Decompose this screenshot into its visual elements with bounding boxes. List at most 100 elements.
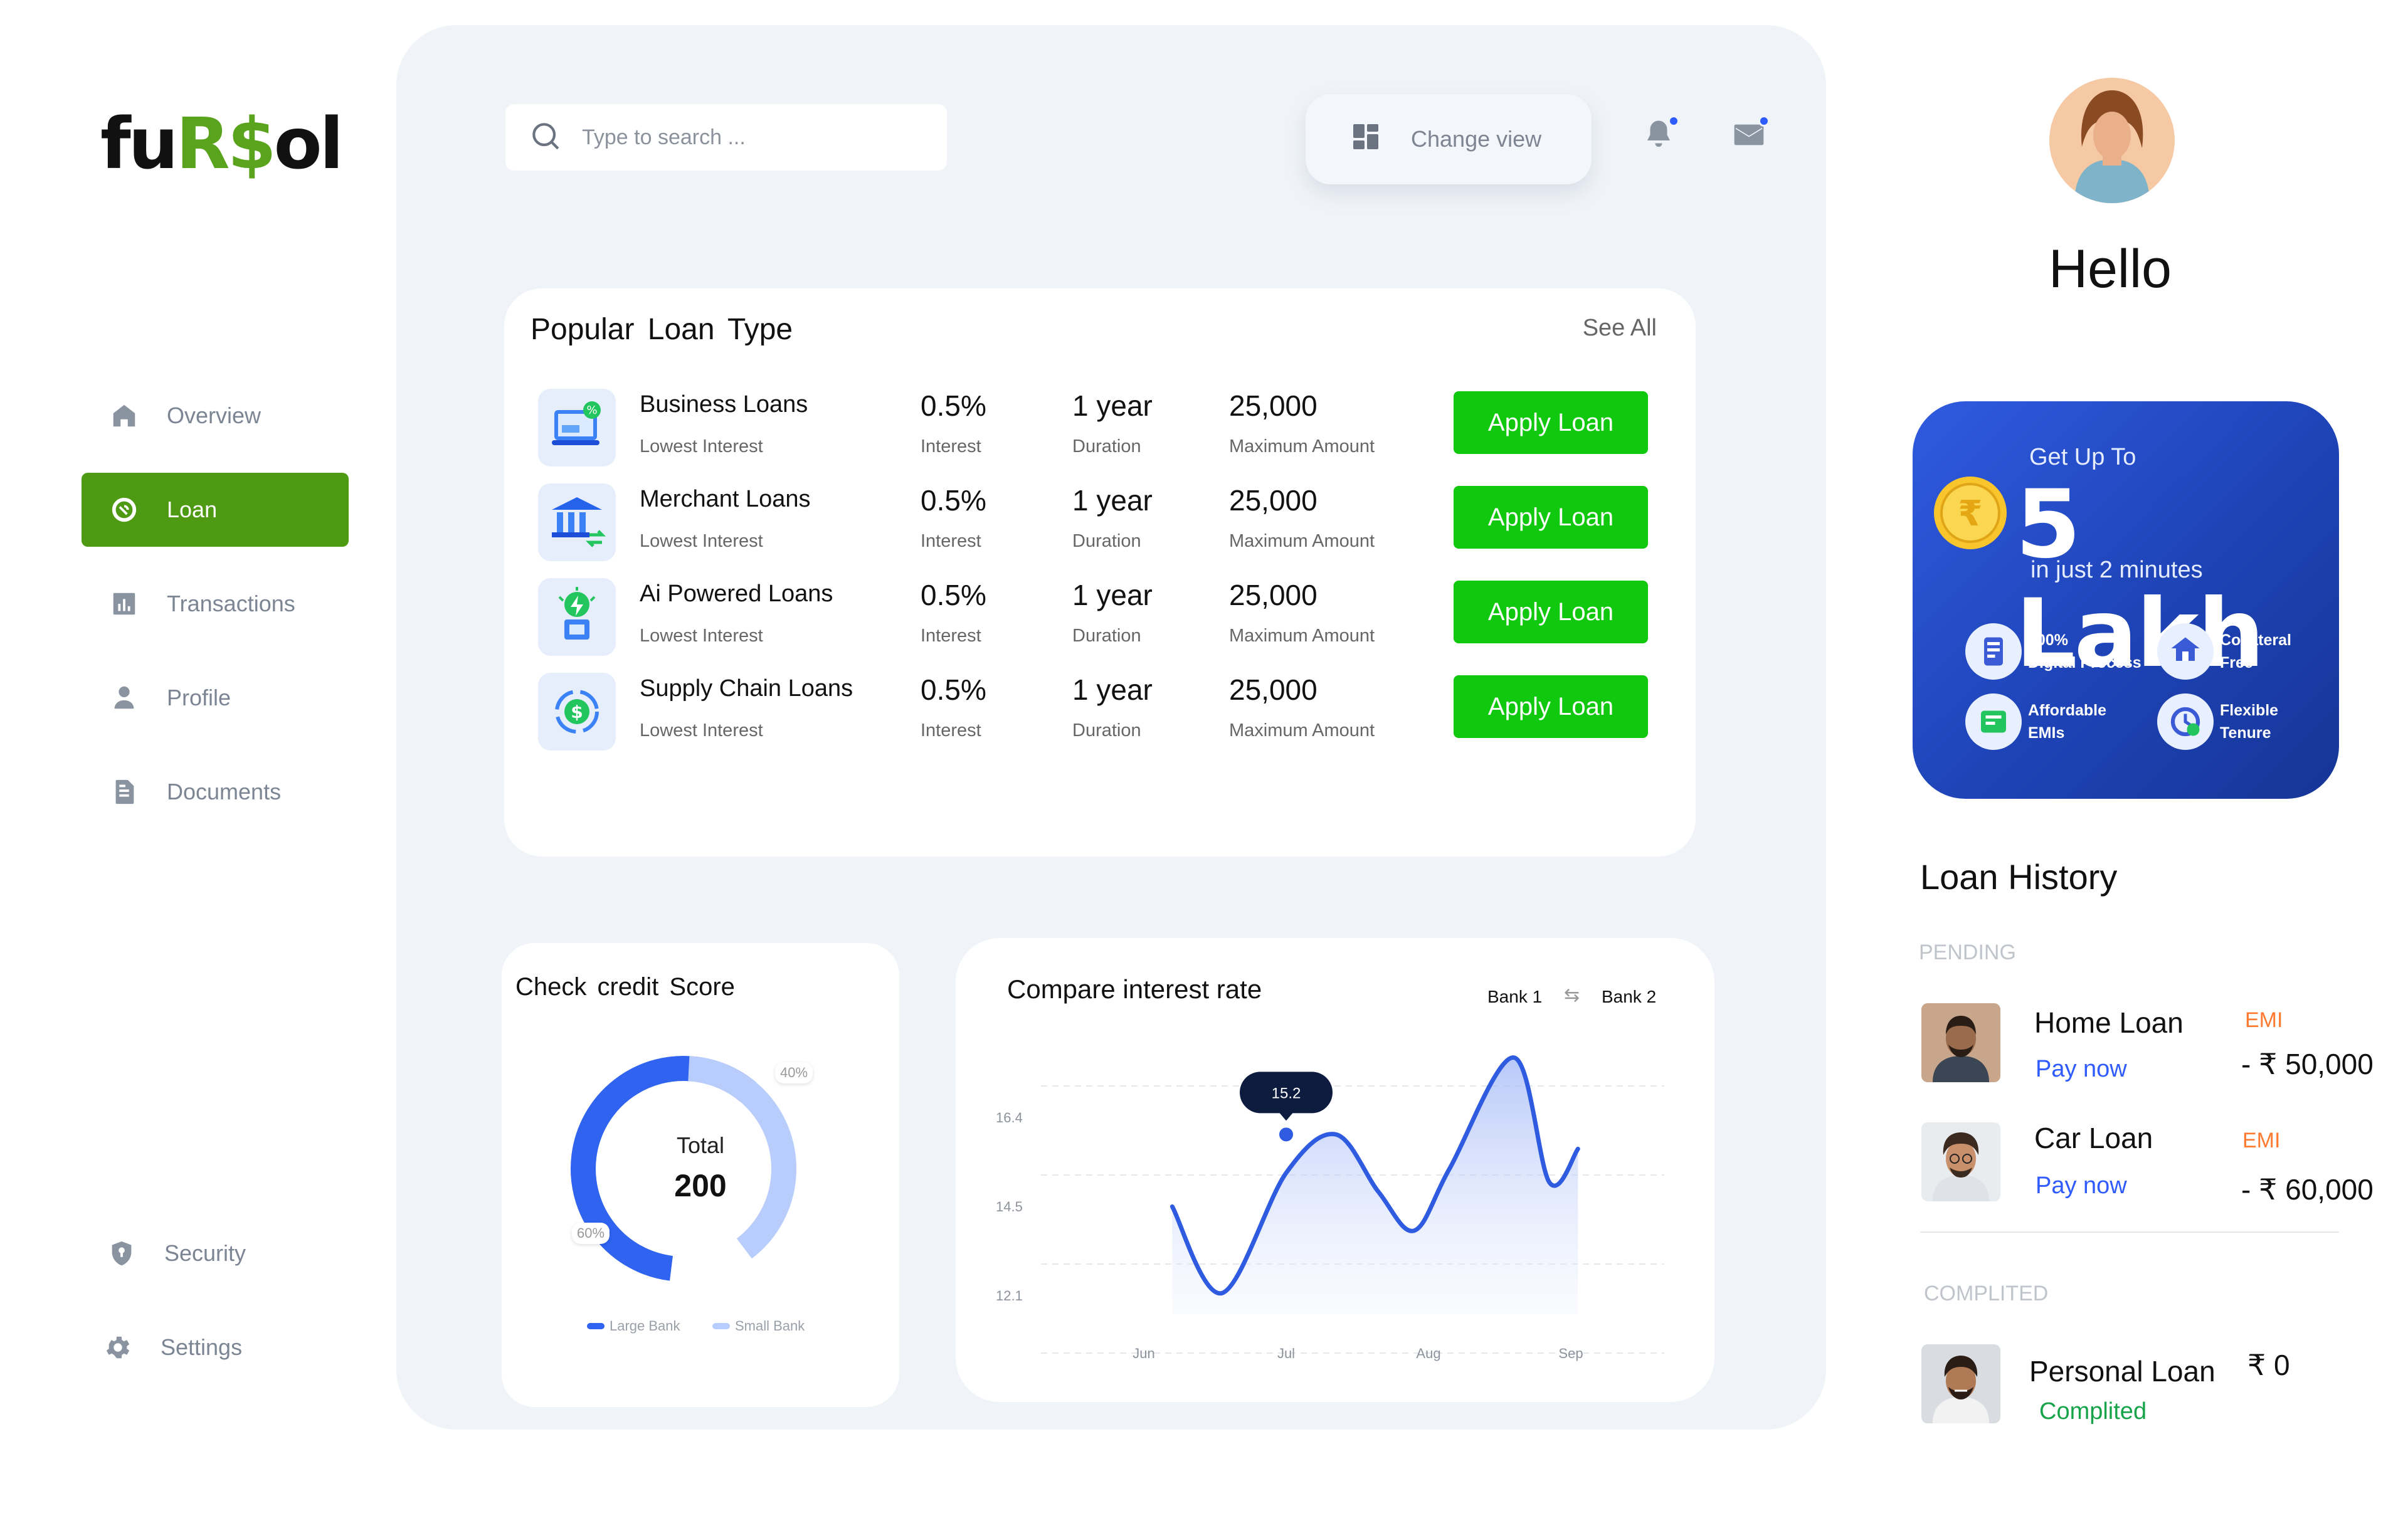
completed-label: COMPLITED xyxy=(1924,1282,2049,1305)
interest-label: Interest xyxy=(921,626,981,646)
change-view-button[interactable]: Change view xyxy=(1306,94,1592,184)
message-dot xyxy=(1758,115,1770,127)
user-avatar[interactable] xyxy=(2049,78,2175,203)
loan-amount: - ₹ 50,000 xyxy=(2241,1048,2374,1080)
duration-value: 1 year xyxy=(1072,579,1153,611)
large-bank-percent: 60% xyxy=(572,1223,610,1244)
pay-now-button[interactable]: Pay now xyxy=(2036,1056,2127,1082)
loan-name: Personal Loan xyxy=(2029,1355,2215,1388)
compare-interest-card: Compare interest rate Bank 1 ⇆ Bank 2 16… xyxy=(956,938,1714,1402)
chart-icon xyxy=(107,586,142,621)
home-icon xyxy=(107,398,142,433)
sidebar-item-overview[interactable]: Overview xyxy=(82,379,349,453)
feature-line1: Flexible xyxy=(2220,701,2279,719)
notification-dot xyxy=(1668,115,1679,127)
notification-button[interactable] xyxy=(1637,114,1681,158)
promo-get-up-to: Get Up To xyxy=(2029,444,2136,470)
x-tick-label: Jul xyxy=(1277,1346,1295,1361)
avatar xyxy=(1921,1122,2000,1201)
brand-logo[interactable]: fu R$ ol xyxy=(100,103,344,185)
tooltip-point xyxy=(1277,1125,1296,1144)
duration-value: 1 year xyxy=(1072,673,1153,706)
legend-bank1: Bank 1 xyxy=(1487,987,1543,1006)
credit-donut-chart xyxy=(571,1055,796,1282)
series-line xyxy=(1170,1055,1580,1295)
legend-small-bank: Small Bank xyxy=(712,1318,805,1334)
loan-subtitle: Lowest Interest xyxy=(640,531,763,551)
sidebar-item-transactions[interactable]: Transactions xyxy=(82,567,349,641)
tooltip-label: 15.2 xyxy=(1272,1085,1301,1102)
popular-loan-card: Popular Loan Type See All % Business Loa… xyxy=(504,288,1696,856)
messages-button[interactable] xyxy=(1727,114,1771,158)
ai-loan-icon xyxy=(538,578,616,656)
donut-total-value: 200 xyxy=(674,1168,727,1203)
small-bank-percent: 40% xyxy=(775,1062,813,1083)
interest-rate-chart: 16.4 14.5 12.1 Jun Jul Aug Sep 15.2 xyxy=(996,1055,1664,1361)
promo-feature: 100% Digital Process xyxy=(1965,623,2141,680)
loan-name: Supply Chain Loans xyxy=(640,675,853,702)
promo-feature: Flexible Tenure xyxy=(2157,693,2278,750)
apply-loan-button[interactable]: Apply Loan xyxy=(1454,581,1648,643)
sidebar-item-label: Settings xyxy=(161,1334,243,1360)
duration-label: Duration xyxy=(1072,436,1141,456)
loan-name: Merchant Loans xyxy=(640,486,811,512)
feature-line1: Collateral xyxy=(2220,631,2291,649)
legend-label: Small Bank xyxy=(735,1318,805,1334)
sidebar-item-security[interactable]: Security xyxy=(79,1216,346,1290)
document-icon xyxy=(107,774,142,809)
credit-score-card: Check credit Score Total 200 40% 60% Lar… xyxy=(502,943,899,1407)
search-input[interactable] xyxy=(582,125,933,150)
search-bar[interactable] xyxy=(505,104,947,171)
legend-large-bank: Large Bank xyxy=(587,1318,680,1334)
svg-text:%: % xyxy=(586,404,597,417)
see-all-link[interactable]: See All xyxy=(1582,315,1657,341)
y-tick-label: 12.1 xyxy=(996,1288,1023,1304)
duration-label: Duration xyxy=(1072,626,1141,646)
sidebar-item-documents[interactable]: Documents xyxy=(82,755,349,829)
feature-line2: Tenure xyxy=(2220,724,2271,742)
loan-amount: ₹ 0 xyxy=(2247,1349,2290,1381)
sidebar-item-label: Documents xyxy=(167,779,282,804)
loan-icon xyxy=(107,492,142,527)
collateral-icon xyxy=(2157,623,2214,680)
interest-value: 0.5% xyxy=(921,673,986,706)
promo-time: in just 2 minutes xyxy=(2030,557,2203,583)
sidebar-item-settings[interactable]: Settings xyxy=(75,1310,342,1384)
completed-status: Complited xyxy=(2039,1398,2147,1425)
emi-badge: EMI xyxy=(2242,1129,2281,1152)
tooltip-bubble xyxy=(1240,1072,1333,1114)
logo-text-part2: R$ xyxy=(176,103,276,185)
promo-feature: Collateral Free xyxy=(2157,623,2291,680)
loan-subtitle: Lowest Interest xyxy=(640,436,763,456)
apply-loan-button[interactable]: Apply Loan xyxy=(1454,391,1648,454)
grid-view-icon xyxy=(1351,122,1411,157)
interest-value: 0.5% xyxy=(921,579,986,611)
donut-total-label: Total xyxy=(676,1132,725,1158)
change-view-label: Change view xyxy=(1411,126,1542,152)
shield-icon xyxy=(104,1236,139,1271)
loan-subtitle: Lowest Interest xyxy=(640,720,763,740)
loan-history-title: Loan History xyxy=(1920,857,2118,897)
pay-now-button[interactable]: Pay now xyxy=(2036,1173,2127,1199)
legend-bank2: Bank 2 xyxy=(1602,987,1657,1006)
interest-value: 0.5% xyxy=(921,389,986,422)
x-tick-label: Sep xyxy=(1558,1346,1583,1361)
sidebar-item-label: Overview xyxy=(167,403,261,428)
rupee-coin-icon: ₹ xyxy=(1934,477,2007,549)
duration-label: Duration xyxy=(1072,531,1141,551)
feature-line2: Digital Process xyxy=(2028,654,2141,672)
sidebar-item-label: Loan xyxy=(167,497,218,522)
interest-label: Interest xyxy=(921,531,981,551)
sidebar-item-loan[interactable]: Loan xyxy=(82,473,349,547)
amount-label: Maximum Amount xyxy=(1229,626,1375,646)
apply-loan-button[interactable]: Apply Loan xyxy=(1454,675,1648,738)
promo-banner[interactable]: ₹ Get Up To 5 Lakh in just 2 minutes 100… xyxy=(1913,401,2339,799)
sidebar-item-label: Security xyxy=(164,1240,246,1266)
duration-label: Duration xyxy=(1072,720,1141,740)
card-title: Compare interest rate xyxy=(1007,974,1262,1004)
sidebar-item-profile[interactable]: Profile xyxy=(82,661,349,735)
swap-arrows-icon[interactable]: ⇆ xyxy=(1564,985,1580,1006)
avatar xyxy=(1921,1344,2000,1423)
business-loan-icon: % xyxy=(538,389,616,466)
apply-loan-button[interactable]: Apply Loan xyxy=(1454,486,1648,549)
